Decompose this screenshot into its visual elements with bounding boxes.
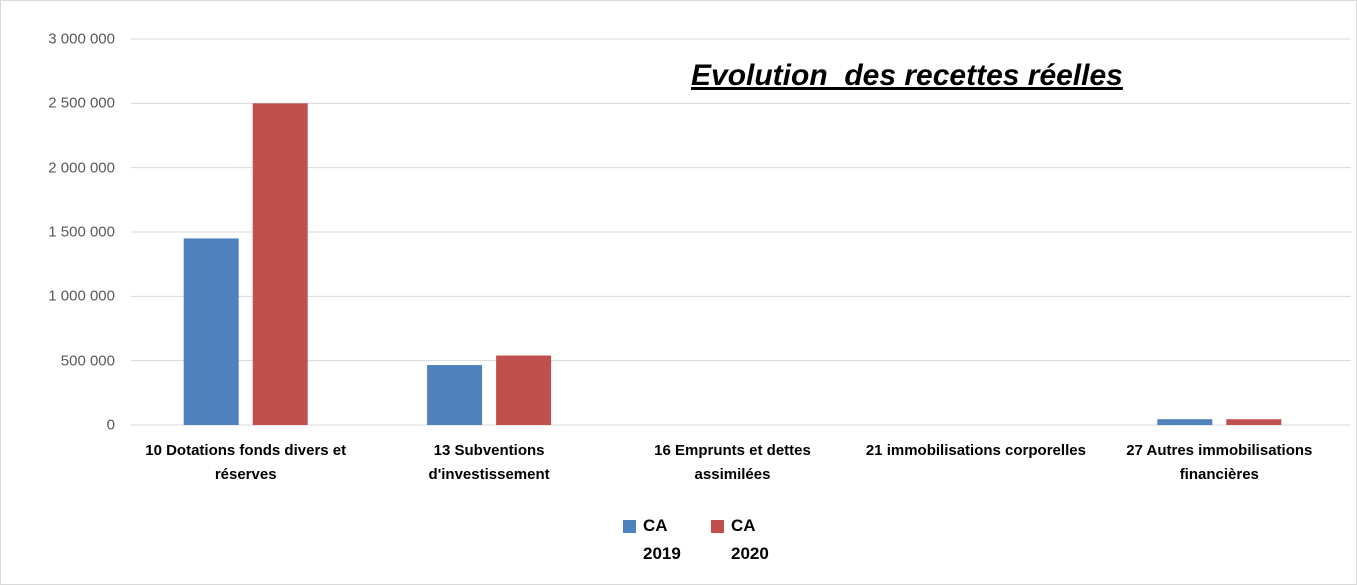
bar [1157, 419, 1213, 425]
bar [496, 355, 552, 425]
legend-swatch [711, 520, 724, 533]
legend-swatch [623, 520, 636, 533]
legend-label: CA 2019 [643, 516, 681, 563]
chart-title: Evolution des recettes réelles [691, 59, 1123, 92]
y-tick-label: 1 000 000 [48, 287, 115, 305]
y-tick-label: 3 000 000 [48, 30, 115, 48]
y-tick-label: 1 500 000 [48, 223, 115, 241]
y-tick-label: 500 000 [60, 352, 115, 370]
x-tick-label: 10 Dotations fonds divers et réserves [145, 442, 347, 483]
bar [1226, 419, 1282, 425]
legend-label: CA 2020 [731, 516, 769, 563]
bar [183, 238, 239, 425]
x-tick-label: 13 Subventions d'investissement [428, 442, 550, 483]
bar [252, 103, 308, 425]
x-tick-label: 27 Autres immobilisations financières [1126, 442, 1313, 483]
x-tick-label: 21 immobilisations corporelles [865, 442, 1086, 459]
y-tick-label: 2 500 000 [48, 94, 115, 112]
y-tick-label: 2 000 000 [48, 159, 115, 177]
y-tick-label: 0 [106, 416, 115, 434]
bar [427, 365, 483, 425]
x-tick-label: 16 Emprunts et dettes assimilées [654, 442, 811, 483]
